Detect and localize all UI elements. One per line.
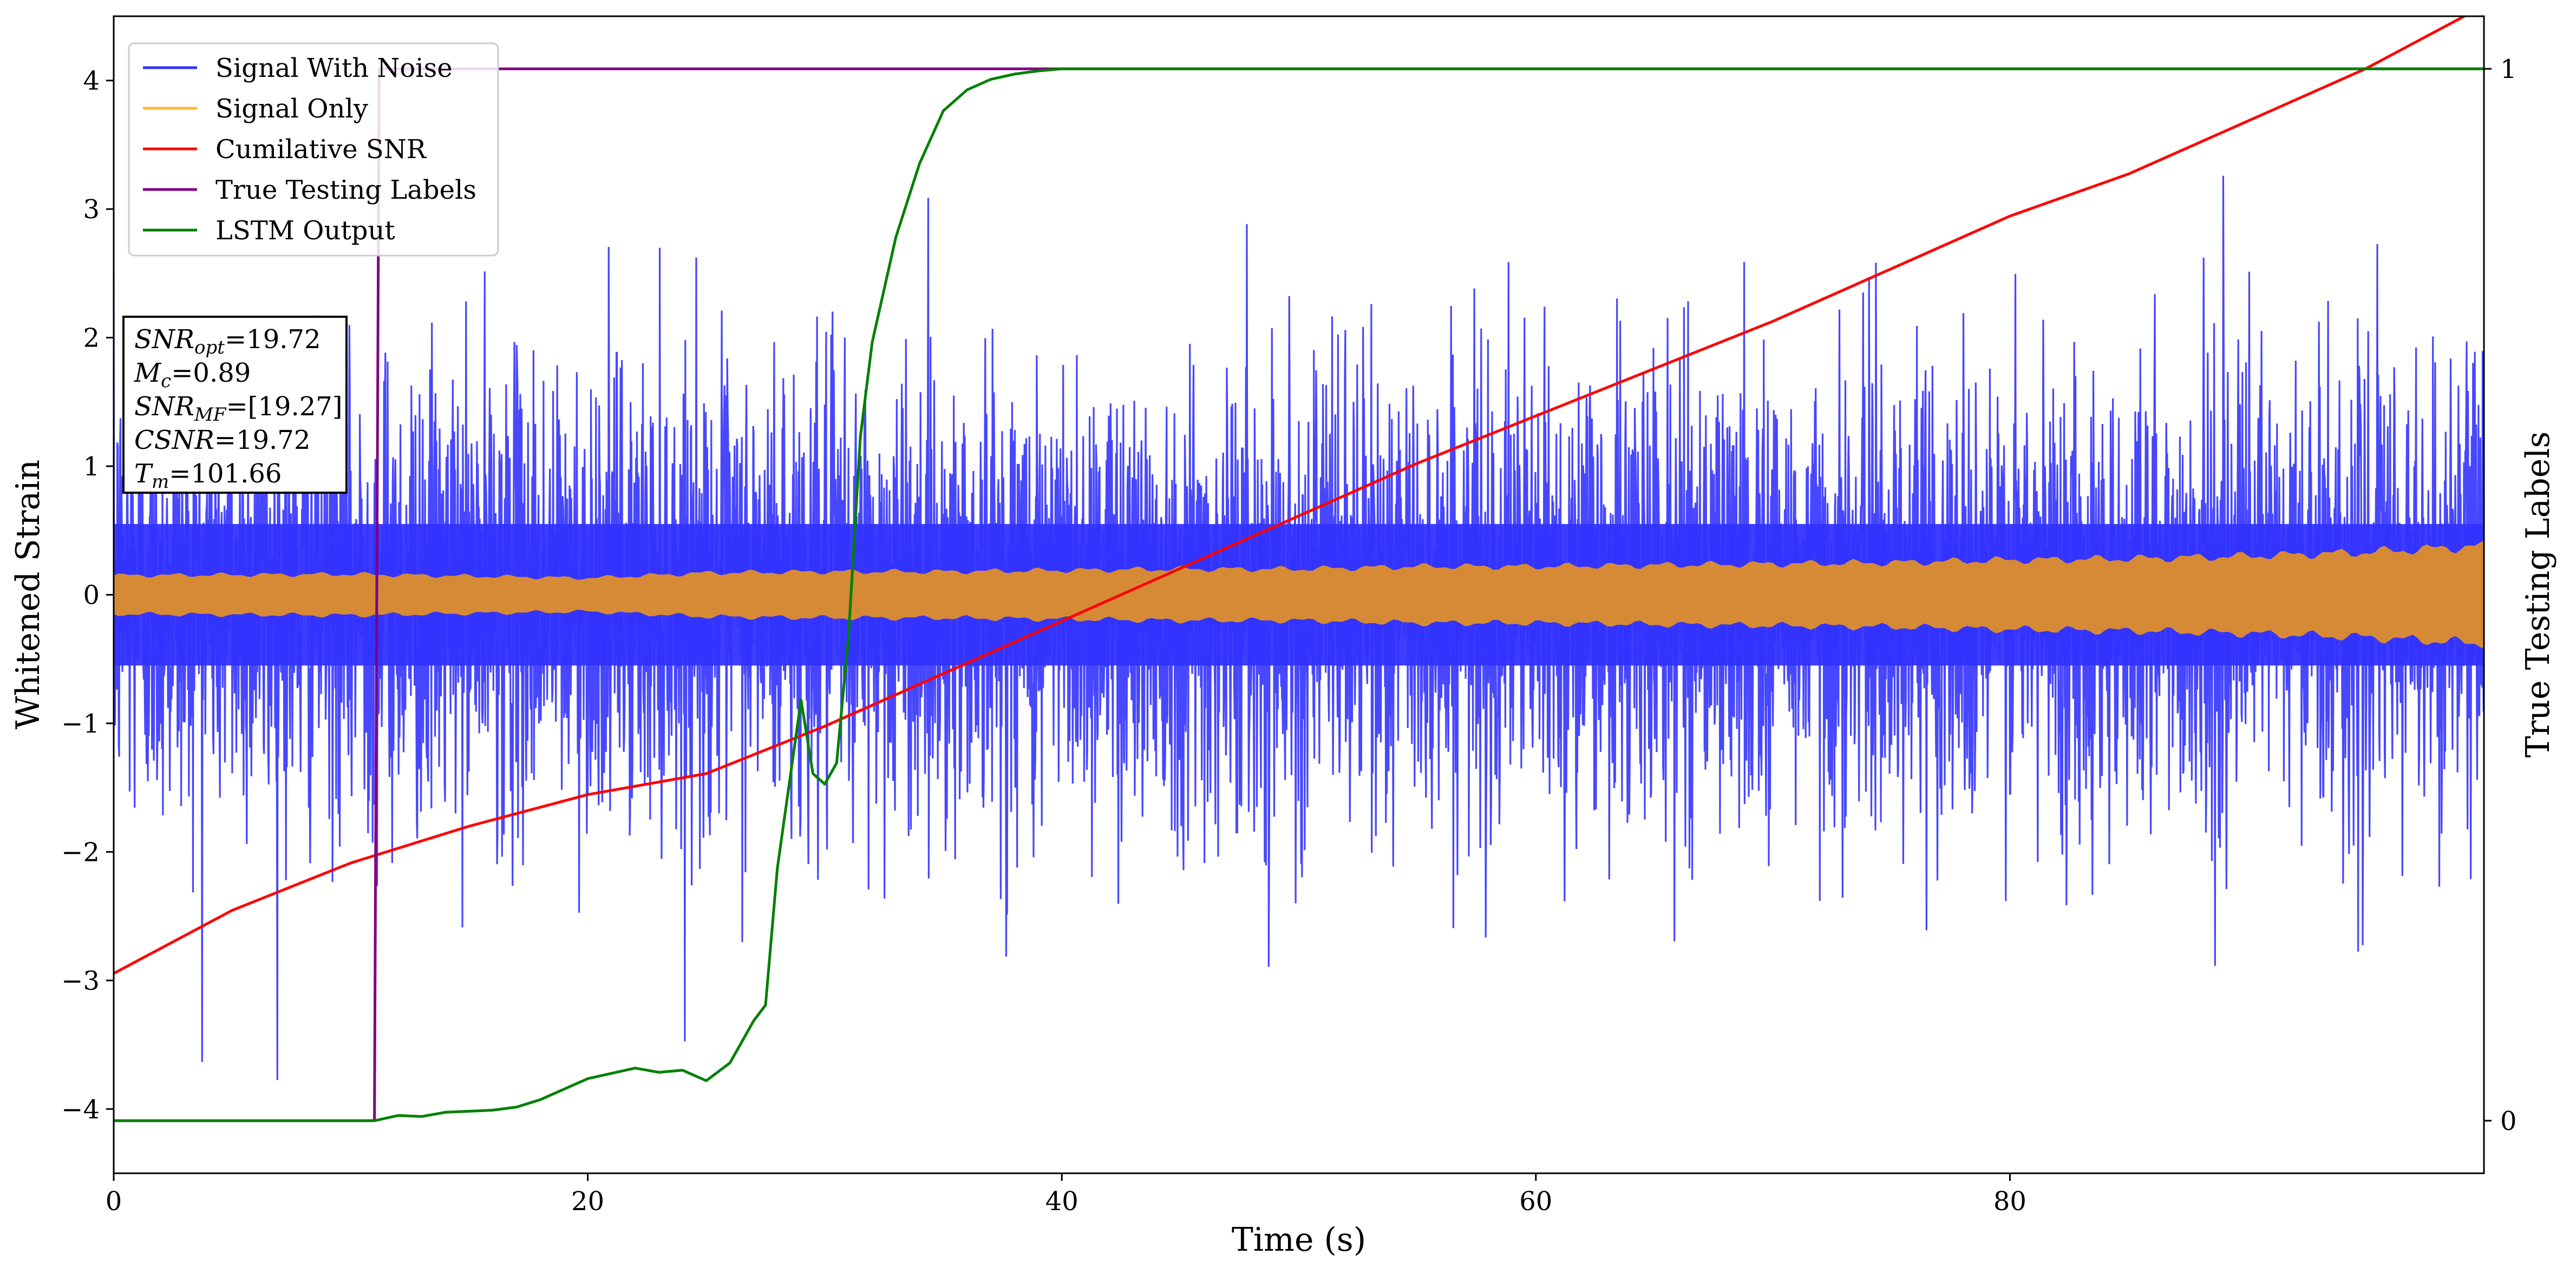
plot-area: [114, 16, 2484, 1122]
y-tick-label-left: 3: [83, 194, 100, 225]
annotation-line: Mc=0.89: [134, 358, 251, 392]
annotation-line: SNRopt=19.72: [134, 324, 321, 358]
y-tick-label-right: 0: [2500, 1106, 2517, 1136]
y-tick-label-left: −3: [61, 966, 100, 996]
y-tick-label-left: 0: [83, 580, 100, 611]
y-tick-label-right: 1: [2500, 54, 2517, 84]
annotation-frame: [122, 316, 348, 494]
series-lstm-output: [114, 67, 2484, 1122]
y-tick-label-left: 1: [83, 452, 100, 482]
y-axis-label-left: Whitened Strain: [9, 460, 47, 729]
y-axis-label-right: True Testing Labels: [2519, 432, 2557, 758]
x-tick-label: 40: [1045, 1186, 1078, 1217]
annotation-line: SNRMF=[19.27]: [134, 391, 343, 426]
y-tick-label-left: −1: [61, 709, 100, 739]
x-tick-label: 60: [1519, 1186, 1552, 1217]
legend-entry: LSTM Output: [215, 215, 395, 246]
legend: Signal With Noise Signal Only Cumilative S…: [128, 42, 499, 257]
y-tick-label-left: 2: [83, 323, 100, 354]
series-cumilative-snr: [114, 16, 2467, 975]
legend-entry: Cumilative SNR: [215, 134, 427, 165]
x-tick-label: 80: [1993, 1186, 2026, 1217]
x-tick-label: 0: [106, 1186, 122, 1217]
annotation-line: Tm=101.66: [134, 459, 282, 493]
legend-entry: Signal Only: [215, 94, 368, 124]
x-axis-label: Time (s): [1232, 1221, 1366, 1259]
legend-entry: True Testing Labels: [215, 175, 476, 205]
series-signal-only: [114, 540, 2484, 649]
annotation-line: CSNR=19.72: [134, 425, 310, 455]
y-tick-label-left: 4: [83, 66, 100, 96]
y-tick-label-left: −2: [61, 837, 100, 867]
y-tick-label-left: −4: [61, 1094, 100, 1125]
legend-entry: Signal With Noise: [215, 53, 453, 83]
legend-box: [128, 42, 499, 257]
x-tick-label: 20: [571, 1186, 604, 1217]
annotation-box: SNRopt=19.72Mc=0.89SNRMF=[19.27]CSNR=19.…: [122, 316, 348, 494]
